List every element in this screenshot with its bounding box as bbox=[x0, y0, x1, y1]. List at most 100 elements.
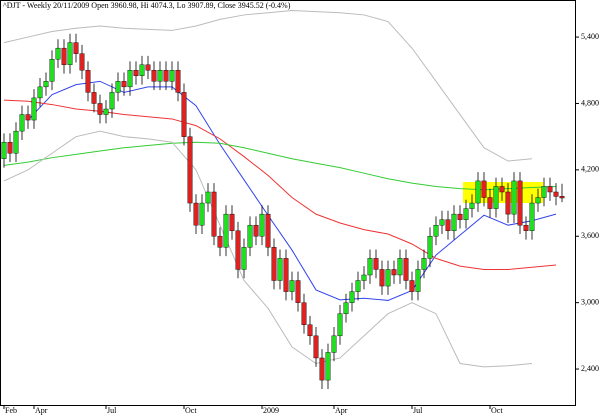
candle-body bbox=[175, 70, 181, 93]
candle-body bbox=[313, 335, 319, 359]
candle-body bbox=[427, 236, 433, 259]
candle-body bbox=[499, 186, 505, 193]
candle-body bbox=[343, 302, 349, 314]
candle-body bbox=[475, 180, 481, 204]
candle-body bbox=[1, 141, 7, 159]
candle-body bbox=[13, 130, 19, 154]
candle-body bbox=[49, 59, 55, 82]
candle-body bbox=[121, 81, 127, 88]
candle-body bbox=[445, 219, 451, 231]
candle-body bbox=[97, 103, 103, 115]
candle-body bbox=[517, 180, 523, 226]
y-tick-label: 5,400 bbox=[581, 32, 599, 41]
candle-body bbox=[367, 258, 373, 276]
candle-body bbox=[415, 269, 421, 292]
y-tick-label: 3,000 bbox=[581, 297, 599, 306]
highlight-box bbox=[463, 182, 543, 203]
candle-body bbox=[265, 213, 271, 248]
candle-body bbox=[295, 280, 301, 303]
candle-body bbox=[379, 269, 385, 287]
candle-body bbox=[277, 258, 283, 281]
x-tick-label: Apr bbox=[335, 406, 348, 415]
plot-frame bbox=[0, 0, 576, 406]
x-tick-label: Feb bbox=[5, 406, 17, 415]
candle-body bbox=[19, 114, 25, 132]
y-tick-label: 4,800 bbox=[581, 98, 599, 107]
candle-body bbox=[151, 70, 157, 82]
y-tick-label: 3,600 bbox=[581, 231, 599, 240]
candle-body bbox=[37, 86, 43, 99]
candle-body bbox=[271, 247, 277, 281]
candle-body bbox=[349, 291, 355, 303]
candle-body bbox=[307, 324, 313, 337]
x-tick-label: Apr bbox=[35, 406, 48, 415]
candle-body bbox=[331, 335, 337, 353]
candle-body bbox=[355, 280, 361, 292]
candle-body bbox=[553, 191, 559, 197]
candle-body bbox=[79, 53, 85, 71]
candle-body bbox=[289, 280, 295, 292]
candle-body bbox=[127, 70, 133, 88]
candle-body bbox=[523, 224, 529, 231]
candle-body bbox=[223, 213, 229, 248]
candle-body bbox=[535, 197, 541, 204]
candle-body bbox=[403, 258, 409, 281]
candle-body bbox=[133, 70, 139, 76]
y-tick-label: 4,200 bbox=[581, 165, 599, 174]
candle-body bbox=[73, 42, 79, 54]
candle-body bbox=[187, 136, 193, 204]
candle-body bbox=[205, 191, 211, 204]
candle-body bbox=[361, 274, 367, 281]
candle-body bbox=[487, 197, 493, 209]
candle-body bbox=[103, 108, 109, 115]
candle-body bbox=[385, 269, 391, 287]
candle-body bbox=[337, 313, 343, 337]
candle-body bbox=[439, 219, 445, 226]
candle-body bbox=[67, 42, 73, 65]
candle-body bbox=[421, 258, 427, 270]
candle-body bbox=[55, 47, 61, 60]
candle-body bbox=[145, 64, 151, 71]
candle-body bbox=[373, 258, 379, 270]
x-tick-label: 2009 bbox=[263, 406, 279, 415]
candle-body bbox=[91, 92, 97, 104]
y-tick-label: 2,400 bbox=[581, 364, 599, 373]
candle-body bbox=[511, 180, 517, 215]
candle-body bbox=[253, 224, 259, 237]
candle-body bbox=[481, 180, 487, 198]
candle-body bbox=[397, 258, 403, 276]
candle-body bbox=[457, 213, 463, 220]
overlay-line bbox=[3, 130, 533, 368]
candle-body bbox=[247, 224, 253, 248]
chart-title: ^DJT - Weekly 20/11/2009 Open 3960.98, H… bbox=[3, 1, 291, 10]
overlay-line bbox=[3, 141, 557, 191]
candle-body bbox=[547, 186, 553, 193]
candle-body bbox=[7, 141, 13, 154]
candle-body bbox=[157, 70, 163, 82]
candle-body bbox=[241, 247, 247, 270]
candle-body bbox=[169, 70, 175, 82]
x-tick-label: Jul bbox=[413, 406, 423, 415]
candle-body bbox=[181, 92, 187, 137]
candle-body bbox=[433, 224, 439, 237]
candle-body bbox=[211, 191, 217, 237]
candle-body bbox=[325, 352, 331, 381]
candle-body bbox=[463, 208, 469, 220]
x-tick-label: Jul bbox=[107, 406, 117, 415]
overlay-line bbox=[3, 10, 533, 162]
candle-body bbox=[115, 81, 121, 93]
candle-body bbox=[541, 186, 547, 198]
overlay-line bbox=[3, 99, 557, 270]
candle-body bbox=[199, 202, 205, 226]
candle-body bbox=[193, 202, 199, 226]
candle-body bbox=[259, 213, 265, 237]
candle-body bbox=[109, 92, 115, 110]
candle-body bbox=[505, 191, 511, 215]
candle-body bbox=[85, 70, 91, 93]
candle-body bbox=[31, 97, 37, 121]
candle-body bbox=[301, 302, 307, 325]
candle-body bbox=[25, 114, 31, 121]
candle-body bbox=[469, 202, 475, 209]
candle-body bbox=[409, 280, 415, 292]
